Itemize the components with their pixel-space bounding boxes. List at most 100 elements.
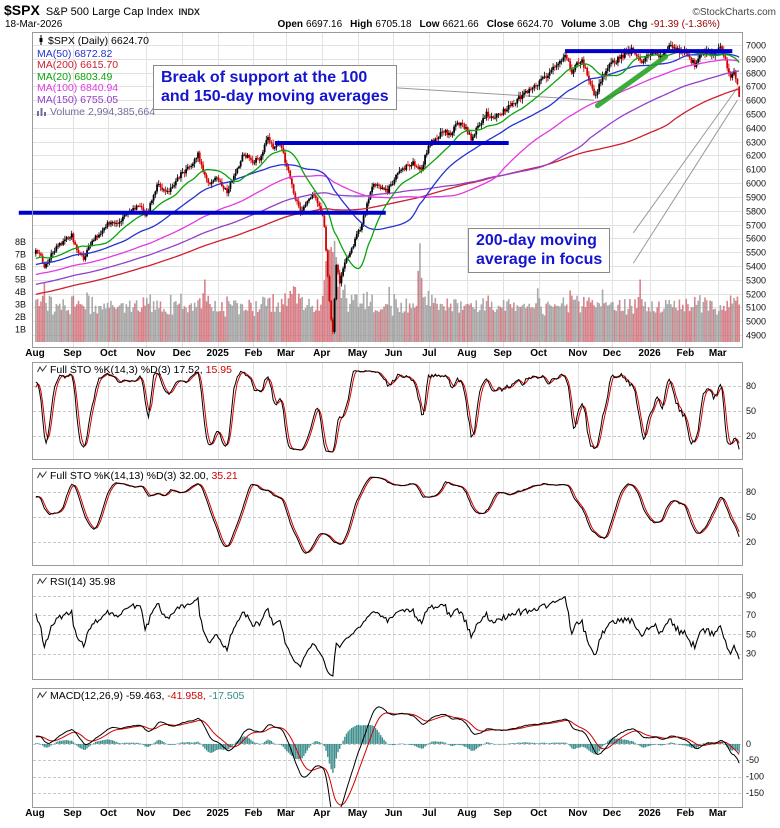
indicator-legend-text: -59.463,: [125, 690, 168, 702]
x-axis-label: Apr: [313, 348, 331, 359]
x-axis-label: Feb: [676, 808, 695, 819]
indicator-legend-text: Full STO %K(14,13) %D(3): [50, 470, 180, 482]
quote-field-value: 3.0B: [599, 19, 621, 30]
x-axis-label: Nov: [136, 808, 156, 819]
quote-field-label: High: [350, 19, 373, 30]
sto-fast-legend: Full STO %K(14,3) %D(3) 17.52, 15.95: [37, 364, 232, 377]
index-name: S&P 500 Large Cap Index: [45, 6, 174, 18]
legend-item: MA(150) 6755.05: [37, 93, 155, 107]
x-axis-months-top: Aug Sep Oct Nov Dec 2025 Feb Mar Apr May Jun Jul Aug…: [0, 348, 780, 362]
price-panel: $SPX (Daily) 6624.70 MA(50) 6872.82 MA(200…: [0, 32, 780, 348]
indicator-icon: [37, 470, 47, 483]
x-axis-label: Jul: [422, 808, 437, 819]
candlestick-icon: [37, 35, 45, 49]
x-axis-label: Aug: [25, 808, 45, 819]
rsi-legend: RSI(14) 35.98: [37, 576, 115, 589]
x-axis-label: Jun: [384, 808, 403, 819]
copyright: ©StockCharts.com: [692, 7, 776, 18]
quote-field-label: Volume: [561, 19, 597, 30]
x-axis-label: Dec: [602, 348, 622, 359]
sto-fast-canvas: [0, 362, 780, 460]
quote-field-label: Open: [277, 19, 304, 30]
sto-slow-canvas: [0, 468, 780, 566]
legend-text: Volume 2,994,385,664: [50, 106, 156, 118]
price-legend: $SPX (Daily) 6624.70 MA(50) 6872.82 MA(200…: [37, 35, 155, 120]
quote-field-value: 6705.18: [375, 19, 412, 30]
quote-field-label: Close: [486, 19, 514, 30]
quote-field-value: 6697.16: [306, 19, 343, 30]
x-axis-label: Feb: [244, 808, 263, 819]
legend-text: MA(150) 6755.05: [37, 93, 119, 106]
x-axis-label: Oct: [100, 348, 117, 359]
indicator-legend-text: Full STO %K(14,3) %D(3): [50, 364, 174, 376]
sto-slow-legend: Full STO %K(14,13) %D(3) 32.00, 35.21: [37, 470, 238, 483]
x-axis-label: Mar: [277, 808, 295, 819]
annotation-break-of-support: Break of support at the 100 and 150-day …: [153, 65, 397, 110]
indicator-icon: [37, 364, 47, 377]
legend-text: $SPX (Daily) 6624.70: [48, 35, 149, 47]
annotation-line: average in focus: [476, 251, 603, 268]
x-axis-label: Oct: [530, 348, 547, 359]
x-axis-label: Dec: [172, 348, 191, 359]
legend-text: MA(20) 6803.49: [37, 70, 113, 83]
quote-field-label: Low: [419, 19, 440, 30]
x-axis-label: Nov: [568, 348, 588, 359]
chart-header: $SPX S&P 500 Large Cap Index INDX ©Stock…: [0, 0, 780, 32]
ticker-symbol: $SPX: [4, 2, 40, 18]
x-axis-label: Mar: [708, 348, 727, 359]
x-axis-label: Sep: [63, 808, 82, 819]
macd-panel: MACD(12,26,9) -59.463, -41.958, -17.505: [0, 688, 780, 808]
x-axis-label: Oct: [530, 808, 547, 819]
x-axis-label: Aug: [25, 348, 45, 359]
indicator-legend-text: -17.505: [208, 690, 245, 702]
rsi-panel: RSI(14) 35.98: [0, 574, 780, 680]
annotation-line: 200-day moving: [476, 232, 597, 249]
x-axis-label: Oct: [100, 808, 117, 819]
header-quote-row: 18-Mar-2026 Open 6697.16 High 6705.18 Low 662…: [4, 19, 776, 30]
x-axis-label: Aug: [457, 808, 477, 819]
legend-text: MA(100) 6840.94: [37, 82, 119, 94]
indicator-legend-text: RSI(14) 35.98: [50, 576, 116, 588]
indicator-legend-text: 15.95: [205, 364, 232, 376]
x-axis-label: Sep: [63, 348, 82, 359]
annotation-line: and 150-day moving averages: [161, 88, 389, 105]
header-title-row: $SPX S&P 500 Large Cap Index INDX ©Stock…: [4, 2, 776, 18]
sto-fast-panel: Full STO %K(14,3) %D(3) 17.52, 15.95: [0, 362, 780, 460]
quote-field-value: 6624.70: [516, 19, 554, 30]
quote-field-value: -91.39 (-1.36%): [650, 19, 720, 30]
rsi-canvas: [0, 574, 780, 680]
indicator-legend-text: 17.52,: [173, 364, 206, 376]
x-axis-label: Feb: [244, 348, 263, 359]
legend-item: MA(50) 6872.82: [37, 47, 155, 61]
x-axis-label: 2026: [638, 808, 661, 819]
legend-item: MA(20) 6803.49: [37, 70, 155, 84]
quote-summary: Open 6697.16 High 6705.18 Low 6621.66 Close 662…: [269, 19, 776, 30]
indicator-legend-text: 32.00,: [179, 470, 212, 482]
sto-slow-panel: Full STO %K(14,13) %D(3) 32.00, 35.21: [0, 468, 780, 566]
quote-field-label: Chg: [628, 19, 648, 30]
x-axis-label: May: [347, 808, 368, 819]
legend-text: MA(200) 6615.70: [37, 59, 119, 71]
indicator-icon: [37, 690, 47, 703]
x-axis-label: Sep: [493, 808, 512, 819]
indicator-legend-text: 35.21: [211, 470, 238, 482]
x-axis-label: Mar: [708, 808, 727, 819]
x-axis-label: Mar: [277, 348, 295, 359]
indicator-legend-text: MACD(12,26,9): [50, 690, 126, 702]
x-axis-months-bottom: Aug Sep Oct Nov Dec 2025 Feb Mar Apr May Jun Jul Aug…: [0, 808, 780, 822]
x-axis-label: Aug: [457, 348, 477, 359]
x-axis-label: May: [347, 348, 368, 359]
x-axis-label: Nov: [136, 348, 156, 359]
x-axis-label: 2025: [206, 348, 229, 359]
x-axis-label: 2025: [206, 808, 229, 819]
quote-field-value: 6621.66: [442, 19, 479, 30]
legend-text: MA(50) 6872.82: [37, 47, 113, 60]
indicator-legend-text: -41.958,: [167, 690, 209, 702]
x-axis-label: Jun: [384, 348, 403, 359]
legend-item: $SPX (Daily) 6624.70: [37, 35, 155, 49]
legend-item: MA(200) 6615.70: [37, 59, 155, 72]
x-axis-label: Feb: [676, 348, 695, 359]
x-axis-label: 2026: [638, 348, 661, 359]
legend-item: Volume 2,994,385,664: [37, 106, 155, 120]
